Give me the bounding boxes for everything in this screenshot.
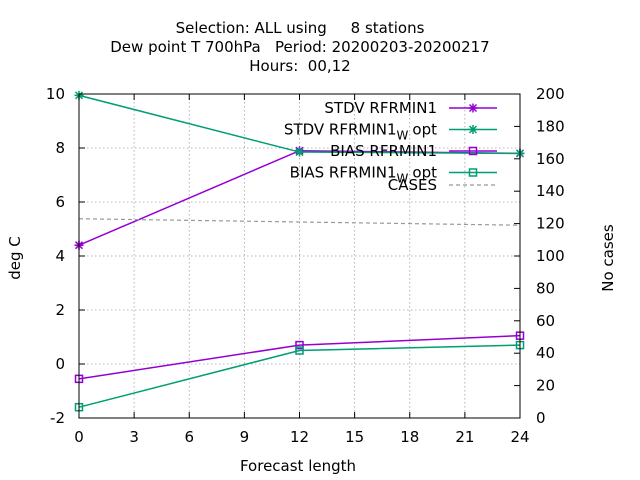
y-tick-label: 2: [55, 301, 65, 319]
y-tick-label: 6: [55, 193, 65, 211]
x-tick-label: 24: [510, 428, 529, 446]
data-point-square: [295, 346, 304, 355]
legend-name: CASES: [388, 176, 437, 194]
legend-name: STDV RFRMIN1: [324, 99, 437, 117]
legend-subscript: W: [397, 129, 409, 143]
x-tick-label: 6: [184, 428, 194, 446]
y-tick-label: 8: [55, 139, 65, 157]
y2-tick-label: 140: [536, 182, 565, 200]
y2-tick-label: 60: [536, 312, 555, 330]
legend-name: STDV RFRMIN1: [284, 121, 397, 139]
title-line: Hours: 00,12: [249, 57, 350, 75]
data-point-square: [468, 146, 478, 156]
x-tick-label: 9: [240, 428, 250, 446]
y2-tick-label: 0: [536, 409, 546, 427]
y2-tick-label: 40: [536, 344, 555, 362]
y2-tick-label: 200: [536, 85, 565, 103]
x-tick-label: 3: [129, 428, 139, 446]
x-tick-label: 15: [345, 428, 364, 446]
x-tick-label: 18: [400, 428, 419, 446]
legend-subscript: W: [397, 172, 409, 186]
y2-tick-label: 180: [536, 117, 565, 135]
data-point-star: [295, 147, 304, 157]
data-point-star: [468, 103, 478, 113]
y2-axis-label: No cases: [599, 224, 617, 292]
data-point-square: [295, 340, 304, 350]
y2-tick-label: 80: [536, 279, 555, 297]
legend-label-0: STDV RFRMIN1: [324, 99, 437, 117]
data-point-square: [468, 168, 478, 177]
x-axis-label: Forecast length: [240, 457, 356, 475]
data-point-star: [468, 125, 478, 134]
y2-tick-label: 100: [536, 247, 565, 265]
y-tick-label: 10: [46, 85, 65, 103]
x-tick-label: 0: [74, 428, 84, 446]
y2-tick-label: 160: [536, 150, 565, 168]
axes: 0 3 6 9 12 15 18 21 24-2024681002040608010012014…: [6, 85, 617, 475]
legend-label-4: CASES: [388, 176, 437, 194]
series-line-4: [78, 218, 521, 226]
legend-label-3: BIAS RFRMIN1W opt: [290, 164, 437, 186]
legend-tail: opt: [412, 164, 437, 182]
x-tick-label: 21: [455, 428, 474, 446]
y-axis-label: deg C: [6, 236, 24, 280]
title-line: Dew point T 700hPa Period: 20200203-2020…: [110, 38, 489, 56]
legend-label-1: STDV RFRMIN1W opt: [284, 121, 437, 143]
y-tick-label: 4: [55, 247, 65, 265]
legend-name: BIAS RFRMIN1: [290, 164, 397, 182]
series-line-2: [78, 334, 521, 380]
y-tick-label: 0: [55, 355, 65, 373]
y2-tick-label: 20: [536, 377, 555, 395]
legend-name: BIAS RFRMIN1: [330, 142, 437, 160]
legend-tail: opt: [412, 121, 437, 139]
legend-label-2: BIAS RFRMIN1: [330, 142, 437, 160]
y2-tick-label: 120: [536, 215, 565, 233]
y-tick-label: -2: [50, 409, 65, 427]
series-line-3: [78, 344, 521, 408]
title-line: Selection: ALL using 8 stations: [176, 19, 425, 37]
x-tick-label: 12: [290, 428, 309, 446]
